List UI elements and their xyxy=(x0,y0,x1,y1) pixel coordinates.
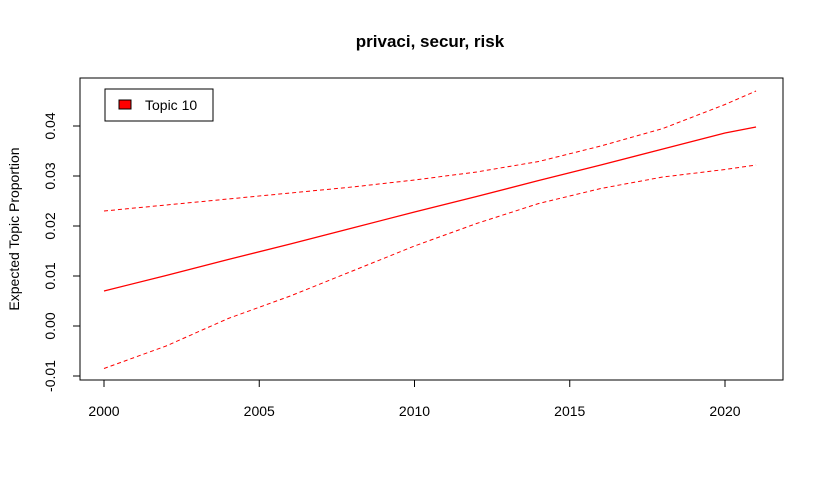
x-tick-label: 2020 xyxy=(709,403,740,419)
x-tick-label: 2015 xyxy=(554,403,585,419)
x-tick-label: 2000 xyxy=(88,403,119,419)
series-layer xyxy=(103,90,757,369)
y-tick-label: 0.03 xyxy=(42,162,58,189)
y-tick-label: 0.02 xyxy=(42,212,58,239)
y-tick-label: 0.01 xyxy=(42,262,58,289)
y-axis-label: Expected Topic Proportion xyxy=(6,147,22,310)
y-tick-label: 0.04 xyxy=(42,112,58,139)
legend-swatch-topic-10 xyxy=(118,99,132,110)
y-axis: -0.01 0.00 0.01 0.02 0.03 0.04 xyxy=(42,112,81,392)
series-line-lower xyxy=(103,164,757,369)
series-line-upper xyxy=(103,90,757,212)
chart-title: privaci, secur, risk xyxy=(356,32,505,51)
x-axis: 2000 2005 2010 2015 2020 xyxy=(88,379,741,419)
y-tick-label: 0.00 xyxy=(42,312,58,339)
legend: Topic 10 xyxy=(104,88,214,122)
x-tick-label: 2005 xyxy=(244,403,275,419)
legend-entry-topic-10: Topic 10 xyxy=(145,97,197,113)
series-line-estimate xyxy=(103,126,757,292)
y-tick-label: -0.01 xyxy=(42,360,58,392)
x-tick-label: 2010 xyxy=(399,403,430,419)
